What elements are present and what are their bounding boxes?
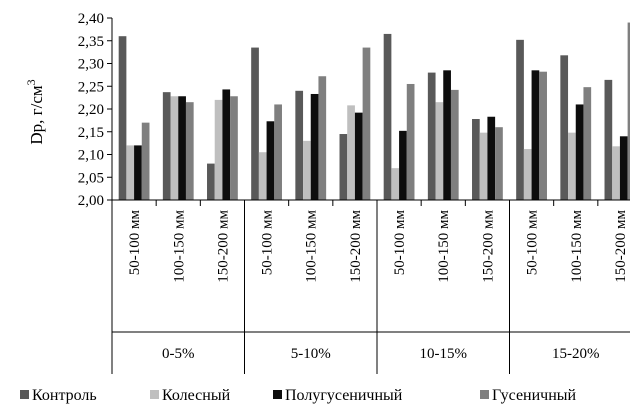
bar-10-0 <box>560 55 569 201</box>
bar-8-2 <box>487 116 496 200</box>
bar-2-3 <box>230 96 238 200</box>
bar-6-3 <box>406 83 415 200</box>
category-label: 50-100 мм <box>127 209 143 275</box>
bar-2-2 <box>222 89 231 200</box>
bar-3-2 <box>266 121 275 200</box>
bar-5-3 <box>362 47 371 200</box>
bar-4-0 <box>295 90 304 200</box>
bar-3-3 <box>274 104 282 200</box>
y-axis-label-superscript: 3 <box>24 79 38 85</box>
bar-0-3 <box>141 122 150 200</box>
category-label: 100-150 мм <box>304 209 320 282</box>
y-tick-label: 2,05 <box>78 170 104 186</box>
bar-3-0 <box>251 47 259 200</box>
y-tick-label: 2,15 <box>78 125 104 141</box>
bar-1-3 <box>185 102 194 200</box>
category-label: 150-200 мм <box>348 209 364 282</box>
category-label: 150-200 мм <box>215 209 231 282</box>
bar-6-2 <box>399 130 407 200</box>
bar-10-1 <box>568 132 576 200</box>
category-label: 100-150 мм <box>436 209 452 282</box>
bar-4-1 <box>303 140 311 200</box>
legend-label: Полугусеничный <box>285 387 403 404</box>
category-label: 50-100 мм <box>525 209 541 275</box>
category-label: 50-100 мм <box>260 209 276 275</box>
bar-9-1 <box>523 149 532 200</box>
bar-7-3 <box>450 89 459 200</box>
bar-5-1 <box>347 105 355 200</box>
bar-11-3 <box>627 22 630 200</box>
bar-8-3 <box>495 127 503 200</box>
legend-label: Контроль <box>32 387 97 404</box>
bar-4-3 <box>318 76 327 200</box>
bar-7-1 <box>435 102 444 200</box>
bar-11-2 <box>619 136 628 200</box>
bar-10-3 <box>583 87 592 200</box>
bar-1-2 <box>178 96 186 200</box>
y-tick-label: 2,40 <box>78 11 104 27</box>
category-label: 100-150 мм <box>569 209 585 282</box>
bar-9-2 <box>531 70 540 200</box>
legend: Контроль Колесный Полугусеничный Гусеничный <box>20 387 577 404</box>
bar-1-1 <box>170 96 179 200</box>
bar-6-0 <box>383 33 392 200</box>
bar-7-0 <box>427 72 436 200</box>
bar-1-0 <box>162 92 171 200</box>
bar-5-0 <box>339 134 348 200</box>
bar-9-0 <box>516 39 524 201</box>
category-label: 50-100 мм <box>392 209 408 275</box>
axes-layer <box>107 17 630 374</box>
group-label: 0-5% <box>162 346 195 362</box>
y-tick-label: 2,30 <box>78 57 104 73</box>
y-tick-label: 2,25 <box>78 79 104 95</box>
legend-swatch <box>20 390 29 399</box>
bar-11-1 <box>612 146 620 200</box>
bar-4-2 <box>310 93 319 200</box>
labels-layer: 2,00 2,05 2,10 2,15 2,20 2,25 2,30 2,35 2,40 Dp, … <box>24 11 629 362</box>
bar-11-0 <box>604 79 613 200</box>
bar-0-1 <box>126 145 135 200</box>
bar-3-1 <box>258 152 267 200</box>
group-label: 15-20% <box>552 346 600 362</box>
bar-8-0 <box>472 119 480 200</box>
y-tick-label: 2,35 <box>78 34 104 50</box>
group-label: 10-15% <box>420 346 468 362</box>
y-tick-label: 2,10 <box>78 148 104 164</box>
legend-label: Гусеничный <box>492 387 577 404</box>
bar-7-2 <box>443 70 451 200</box>
bar-0-2 <box>134 145 142 200</box>
bar-6-1 <box>391 168 400 200</box>
y-axis-label: Dp, г/см3 <box>24 79 46 144</box>
y-tick-label: 2,00 <box>78 193 104 209</box>
bar-2-0 <box>207 163 215 200</box>
bar-10-2 <box>575 104 584 200</box>
legend-swatch <box>150 390 159 399</box>
legend-swatch <box>273 390 282 399</box>
bar-9-3 <box>539 71 547 200</box>
category-label: 100-150 мм <box>171 209 187 282</box>
bar-5-2 <box>354 112 363 200</box>
bar-0-0 <box>118 36 127 201</box>
legend-swatch <box>480 390 489 399</box>
y-axis-label-main: Dp, г/см <box>27 85 46 145</box>
legend-label: Колесный <box>162 387 231 404</box>
bar-2-1 <box>214 99 223 200</box>
group-label: 5-10% <box>291 346 331 362</box>
bars-layer <box>118 22 630 201</box>
y-tick-label: 2,20 <box>78 102 104 118</box>
category-label: 150-200 мм <box>480 209 496 282</box>
bar-8-1 <box>479 132 488 200</box>
category-label: 150-200 мм <box>613 209 629 282</box>
